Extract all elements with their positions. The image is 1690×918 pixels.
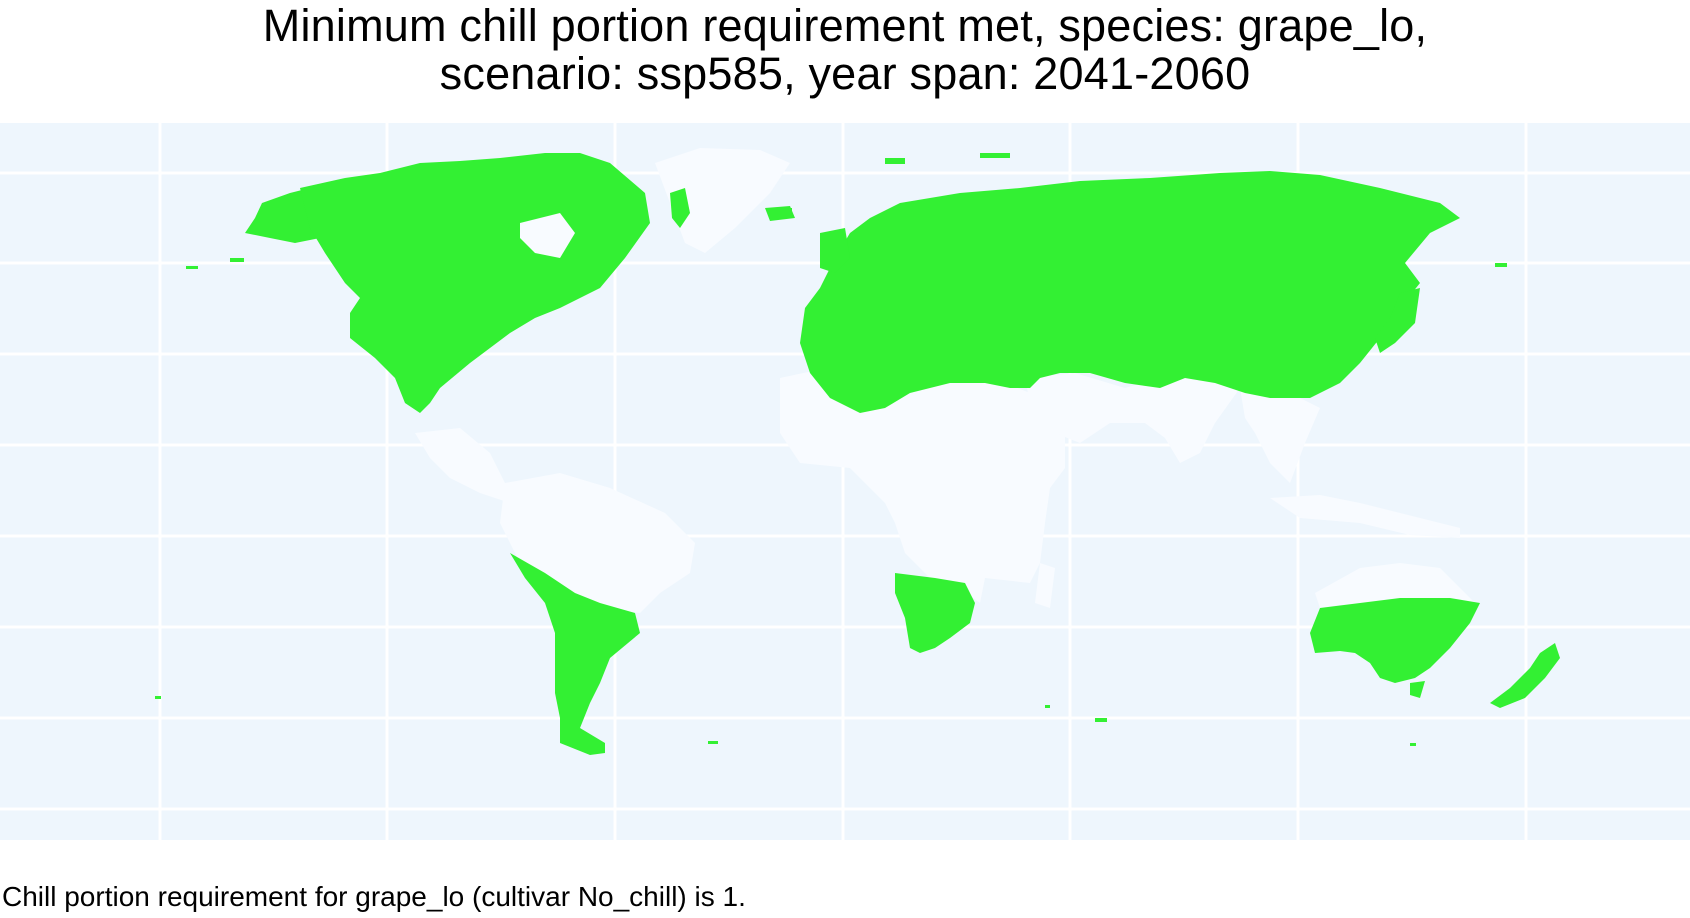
greenland-coast-region — [670, 188, 690, 228]
world-map — [0, 123, 1690, 840]
southern-africa-region — [895, 573, 975, 653]
map-panel — [0, 123, 1690, 840]
map-title-line-1: Minimum chill portion requirement met, s… — [262, 0, 1428, 51]
madagascar-region — [1035, 563, 1055, 608]
map-title-line-2: scenario: ssp585, year span: 2041-2060 — [439, 48, 1251, 99]
europe-asia-region — [800, 171, 1460, 413]
new-zealand-region — [1490, 643, 1560, 708]
island-mark — [155, 696, 161, 699]
africa-central-region — [780, 363, 1065, 603]
island-mark — [1045, 705, 1050, 708]
caption-text: Chill portion requirement for grape_lo (… — [2, 881, 746, 912]
island-mark — [772, 208, 792, 216]
britain-region — [820, 228, 850, 273]
tasmania-region — [1410, 681, 1425, 698]
greenland-region — [655, 148, 790, 253]
island-mark — [186, 266, 198, 269]
australia-north-region — [1315, 563, 1475, 608]
hudson-bay-water — [520, 213, 575, 258]
arabia-india-region — [1025, 373, 1240, 463]
island-mark — [708, 741, 718, 744]
island-mark — [980, 153, 1010, 158]
indonesia-region — [1270, 495, 1460, 538]
australia-south-region — [1310, 598, 1480, 683]
island-mark — [230, 258, 244, 262]
island-mark — [1410, 743, 1416, 746]
central-america-region — [415, 428, 520, 503]
island-mark — [1495, 263, 1507, 267]
requirement-met-regions — [245, 153, 1560, 755]
green-islands — [155, 153, 1507, 746]
island-mark — [1095, 718, 1107, 722]
southeast-asia-region — [1240, 388, 1320, 483]
japan-region — [1375, 288, 1420, 353]
south-america-south-region — [510, 553, 640, 755]
island-mark — [885, 158, 905, 164]
